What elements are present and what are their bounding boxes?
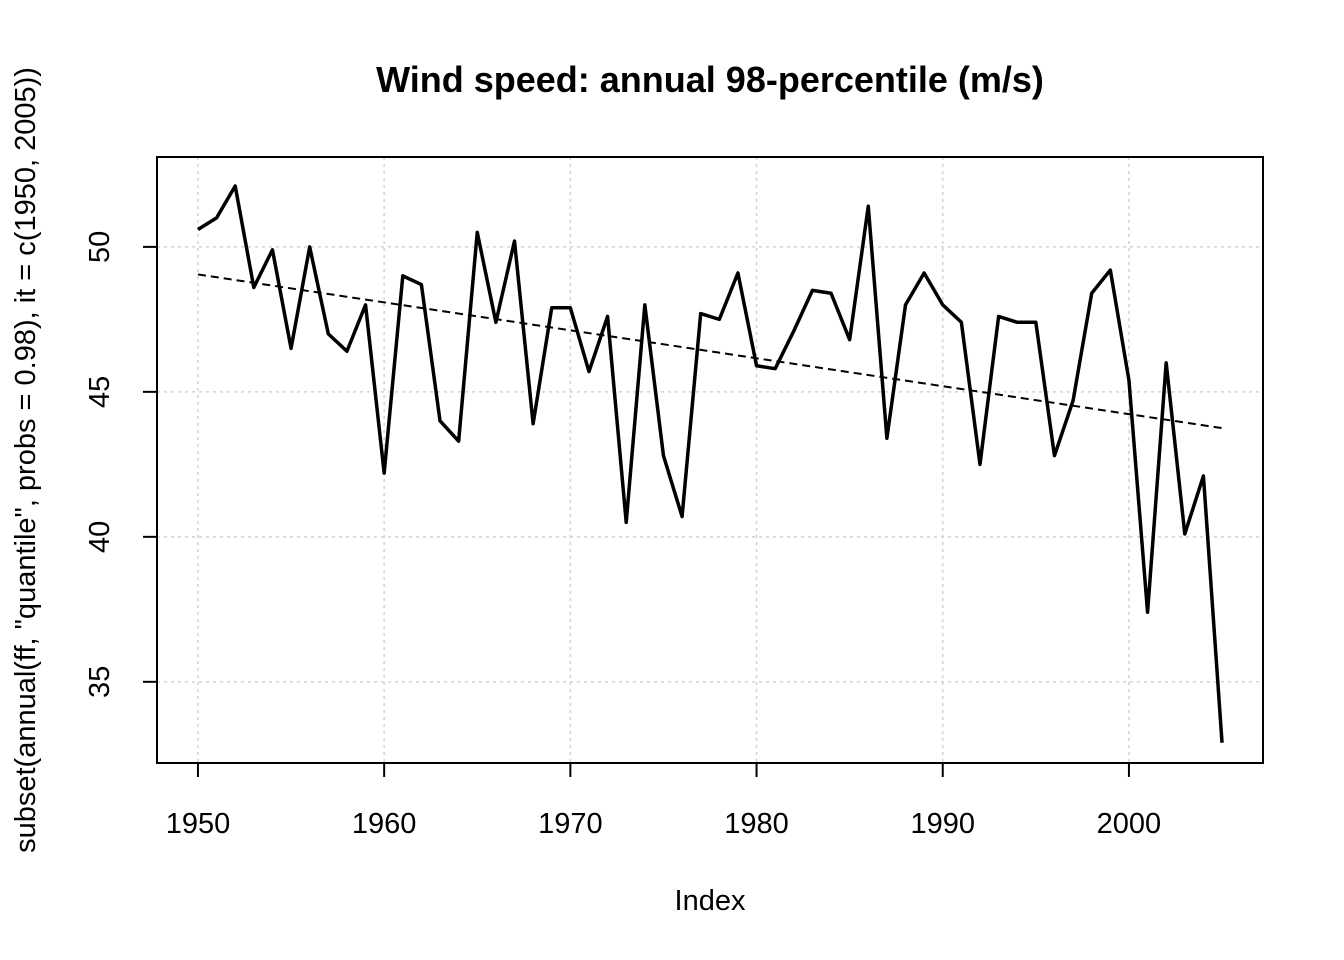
x-tick-label: 1970: [538, 808, 603, 840]
y-tick-label: 45: [84, 376, 116, 408]
chart-title: Wind speed: annual 98-percentile (m/s): [376, 59, 1044, 100]
x-tick-label: 1980: [724, 808, 789, 840]
x-tick-label: 1950: [166, 808, 231, 840]
x-axis-label: Index: [675, 885, 746, 917]
x-tick-label: 2000: [1097, 808, 1162, 840]
y-axis-label: subset(annual(ff, "quantile", probs = 0.…: [10, 67, 42, 853]
grid: [157, 157, 1263, 763]
x-tick-label: 1960: [352, 808, 417, 840]
x-tick-label: 1990: [910, 808, 975, 840]
y-tick-label: 50: [84, 231, 116, 263]
y-axis: 35 40 45 50: [84, 231, 158, 698]
y-tick-label: 40: [84, 521, 116, 553]
series-lines: [197, 184, 1224, 743]
plot-frame: [156, 156, 1264, 764]
trend-line: [197, 273, 1223, 430]
y-tick-label: 35: [84, 666, 116, 698]
x-axis: 1950 1960 1970 1980 1990 2000: [166, 762, 1162, 840]
series-line-wind-speed: [197, 184, 1224, 743]
